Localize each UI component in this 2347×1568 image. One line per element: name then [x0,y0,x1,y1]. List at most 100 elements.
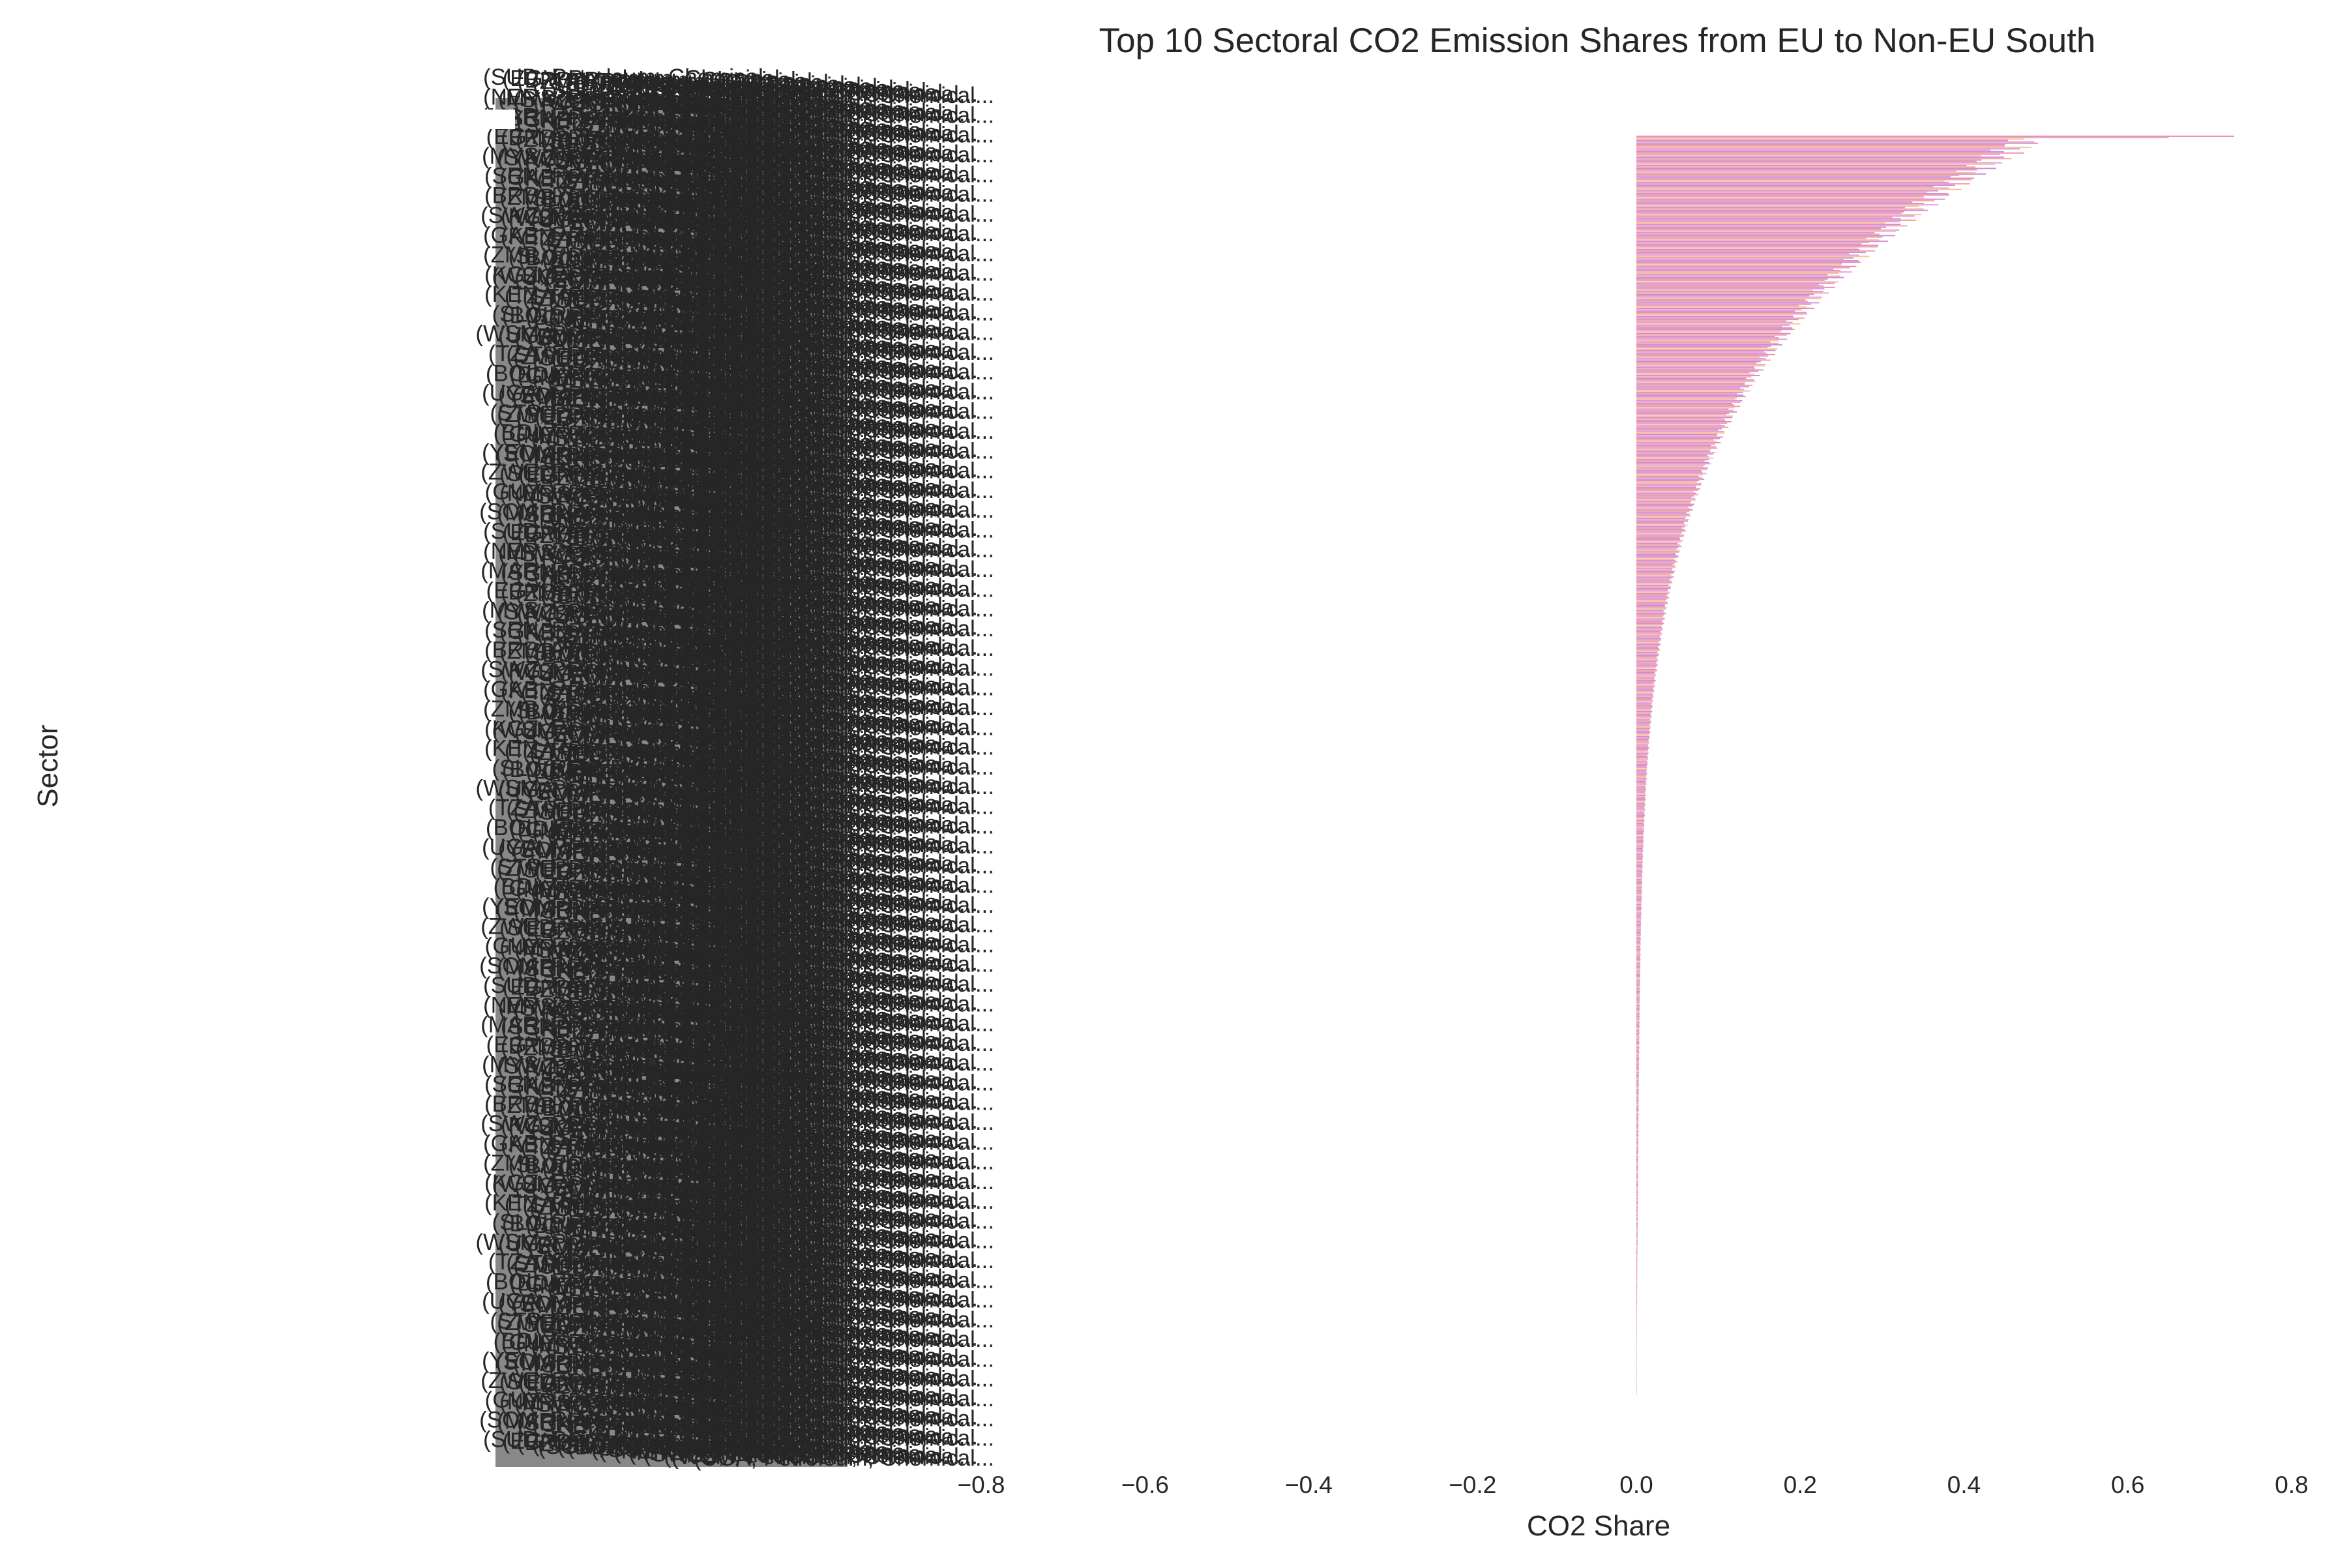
bar [1636,1286,1638,1288]
bar [1636,650,1659,652]
category-label-overlap: (BRB, Petroleum, Chemical... [501,580,799,605]
bar [1636,187,1949,189]
bar [1636,267,1850,269]
bar [1636,943,1641,945]
bar [1636,734,1649,736]
category-label-overlap: (EGY, Petroleum, Chemical... [502,66,799,91]
bar [1636,634,1662,636]
bar [1636,715,1651,717]
bar [1636,635,1661,637]
category-label-overlap: (SWZ, Petroleum, Chemical... [497,599,799,625]
bar [1636,281,1839,283]
bar [1636,1316,1637,1318]
bar [1636,357,1760,359]
category-label-overlap: (TZA, Petroleum, Chemical... [488,1249,782,1275]
category-label-overlap: (EGY, Petroleum, Chemical... [502,520,799,546]
bar [1636,344,1782,346]
bar [1636,639,1661,641]
bar [1636,1100,1639,1101]
category-label-overlap: (EGY, Petroleum, Chemical... [486,124,782,149]
bar [1636,370,1759,372]
bar [1636,741,1649,743]
bar [1636,1093,1639,1095]
bar [1636,398,1735,400]
bar [1636,341,1771,343]
bar [1636,972,1640,974]
bar [1636,1227,1638,1229]
category-label-overlap: (BRB, Petroleum, Chemical... [517,522,815,547]
bar [1636,280,1825,282]
bar [1636,239,1880,241]
category-label-overlap: (SEN, Petroleum, Chemical... [484,617,782,643]
bar [1636,1035,1640,1037]
bar [1636,812,1645,814]
bar [1636,236,1883,238]
bar [1636,703,1652,705]
bar [1636,352,1767,354]
bar [1636,188,1962,190]
x-tick-label: 0.4 [1947,1472,1981,1498]
category-label-overlap: (MYS, Petroleum, Chemical... [482,143,782,169]
category-label-overlap: (GAB, Petroleum, Chemical... [516,561,815,587]
category-label-overlap: (UGA, Petroleum, Chemical... [482,835,782,860]
bar [1636,314,1793,316]
bar [1636,443,1715,445]
bar [1636,288,1825,289]
bar [1636,394,1744,396]
bar [1636,501,1691,503]
bar [1636,527,1682,529]
bar [1636,365,1765,366]
bar [1636,537,1680,539]
bar [1636,1010,1640,1012]
bar [1636,274,1828,276]
bar [1636,1108,1639,1110]
bar [1636,353,1775,355]
bar [1636,1344,1637,1346]
category-label-overlap: (SWZ, Petroleum, Chemical... [480,203,782,228]
bar [1636,957,1640,959]
bar [1636,453,1714,455]
bar [1636,1067,1640,1069]
bar [1636,222,1885,224]
bar [1636,1033,1640,1034]
bar [1636,1371,1637,1373]
bar [1636,256,1870,258]
bar [1636,1147,1638,1149]
category-label-overlap: (BOL, Petroleum, Chemical... [502,303,799,329]
bar [1636,514,1691,516]
bar [1636,376,1752,378]
bar [1636,808,1646,810]
bar [1636,870,1643,872]
bar [1636,618,1665,620]
bar [1636,301,1808,303]
bar [1636,363,1765,365]
bar [1636,988,1640,990]
category-label-overlap: (GAB, Petroleum, Chemical... [516,107,815,132]
bar [1636,1367,1637,1368]
category-label-overlap: (NER, Petroleum, Chemical... [499,1389,799,1414]
bar [1636,1087,1639,1089]
bar [1636,941,1641,943]
bar [1636,362,1757,364]
category-label-overlap: (SOM, Petroleum, Chemical... [512,838,815,863]
bar [1636,1155,1638,1157]
category-label-overlap: (YEM, Petroleum, Chemical... [482,894,782,919]
bar [1636,814,1645,816]
category-label-overlap: (YEM, Petroleum, Chemical... [498,1290,799,1316]
bar [1636,296,1822,298]
bar [1636,523,1685,525]
bar [1636,242,1870,244]
bar [1636,1222,1638,1224]
bar [1636,1241,1638,1243]
bar [1636,1045,1640,1047]
category-label-overlap: (SUD, Petroleum, Chemical... [499,915,799,940]
bar [1636,702,1652,704]
category-label-overlap: (MAR, Petroleum, Chemical... [480,1013,782,1038]
bar [1636,228,1882,229]
bar [1636,1215,1638,1217]
bar [1636,729,1649,731]
bar [1636,547,1679,549]
bar [1636,159,1982,161]
bar [1636,351,1765,353]
bar [1636,1142,1638,1144]
